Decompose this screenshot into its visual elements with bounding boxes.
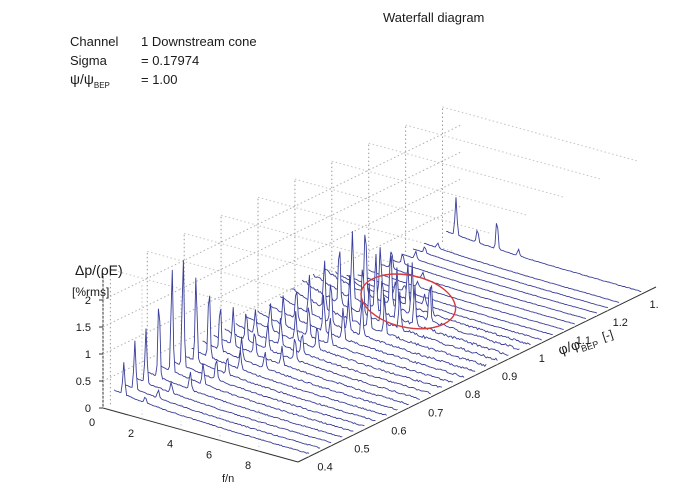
spectrum-line-15: [268, 291, 465, 378]
spectrum-line-23: [180, 277, 376, 422]
chart-title: Waterfall diagram: [383, 10, 485, 25]
spectrum-fill-5: [379, 251, 575, 327]
grid-top-4: [257, 196, 454, 252]
y-tick-label-0: 0.4: [317, 461, 332, 473]
axis-labels: Δp/(ρE) [%rms] f/n φ/φBEP[-]: [72, 262, 616, 485]
grid-z-back-4: [102, 124, 462, 301]
highlight-ellipse: [360, 273, 457, 330]
grid-top-6: [331, 160, 527, 216]
y-tick-label-9: 1.: [650, 299, 659, 311]
spectrum-line-6: [368, 269, 564, 330]
highlight-ellipse-shape: [360, 273, 457, 330]
z-axis-unit: [%rms]: [72, 285, 109, 299]
y-tick-label-3: 0.7: [428, 407, 443, 419]
spectrum-line-27: [135, 328, 332, 444]
spectrum-line-20: [213, 307, 409, 406]
info-label-psi-sub: BEP: [93, 80, 110, 90]
spectrum-line-28: [124, 340, 321, 449]
tick-labels: 0 2 4 6 8 0.4 0.5 0.6 0.7 0.8 0.9 1 1.1 1.2 1. 0 0.5 1 1.5…: [76, 295, 659, 473]
grid-top-9: [442, 106, 638, 162]
y-tick-label-8: 1.2: [613, 317, 628, 329]
z-tick-label-3: 1.5: [76, 322, 91, 334]
x-axis-label: f/n: [222, 473, 234, 485]
info-row-channel: Channel 1 Downstream cone: [0, 32, 673, 51]
spectrum-line-16: [257, 295, 453, 383]
info-label-sigma: Sigma: [70, 53, 107, 68]
y-tick-label-1: 0.5: [354, 443, 369, 455]
spectrum-fill-17: [246, 303, 442, 392]
spectrum-line-3: [401, 249, 598, 314]
spectrum-fill-29: [114, 362, 310, 457]
spectrum-line-12: [301, 251, 498, 361]
grid-top-5: [294, 178, 491, 234]
grid-lines: [102, 106, 638, 452]
y-axis-label: φ/φBEP[-]: [556, 325, 616, 361]
grid-top-7: [368, 142, 564, 198]
spectrum-fill-12: [302, 251, 498, 365]
x-tick-label-0: 0: [89, 417, 95, 429]
spectra-series: [113, 197, 642, 457]
y-tick-label-4: 0.8: [465, 389, 480, 401]
info-label-psi: ψ/ψBEP: [70, 70, 110, 95]
spectrum-line-19: [224, 313, 420, 400]
spectrum-fill-11: [313, 231, 509, 360]
spectrum-line-10: [324, 234, 520, 351]
grid-z-back-1: [102, 205, 462, 382]
spectrum-fill-7: [357, 274, 553, 338]
z-axis-label: Δp/(ρE): [75, 262, 123, 278]
spectrum-line-26: [147, 308, 343, 438]
spectrum-line-14: [279, 274, 476, 372]
info-row-sigma: Sigma = 0.17974: [0, 51, 673, 70]
z-tick-label-0: 0: [85, 403, 91, 415]
spectrum-line-4: [390, 253, 587, 320]
spectrum-fill-25: [158, 269, 354, 435]
spectrum-line-22: [191, 295, 387, 416]
spectrum-fill-23: [180, 277, 376, 425]
y-tick-label-7: 1.1: [576, 335, 591, 347]
grid-z-back-2: [102, 178, 462, 355]
info-block: Channel 1 Downstream cone Sigma = 0.1797…: [0, 32, 673, 90]
spectrum-line-21: [202, 309, 398, 411]
spectrum-fill-6: [368, 270, 564, 333]
z-tick-label-1: 0.5: [76, 376, 91, 388]
x-tick-label-3: 6: [206, 449, 212, 461]
spectrum-line-29: [113, 362, 310, 454]
grid-top-3: [220, 214, 417, 270]
x-tick-label-2: 4: [167, 439, 173, 451]
y-tick-label-2: 0.6: [391, 425, 406, 437]
y-axis-label-main: φ/φ: [556, 336, 582, 358]
spectrum-line-1: [424, 242, 620, 303]
spectrum-fill-20: [213, 307, 409, 408]
y-axis-label-unit: [-]: [600, 327, 614, 344]
z-tick-label-4: 2: [85, 295, 91, 307]
spectrum-fill-24: [169, 260, 365, 430]
spectrum-fill-1: [424, 243, 620, 305]
grid-top-8: [405, 124, 601, 180]
info-row-psi: ψ/ψBEP = 1.00: [0, 70, 673, 90]
spectrum-line-0: [446, 197, 642, 292]
spectrum-fill-14: [280, 274, 476, 376]
spectrum-fill-2: [413, 247, 608, 311]
info-value-psi: = 1.00: [141, 72, 178, 87]
y-tick-label-5: 0.9: [502, 371, 517, 383]
info-value-sigma: = 0.17974: [141, 53, 200, 68]
spectrum-fill-4: [390, 254, 586, 322]
x-tick-label-1: 2: [128, 428, 134, 440]
x-tick-label-4: 8: [245, 460, 251, 472]
info-label-psi-main: ψ/ψ: [70, 71, 94, 87]
x-axis-line: [102, 407, 299, 463]
z-tick-label-2: 1: [85, 349, 91, 361]
spectrum-line-2: [412, 246, 609, 309]
grid-z-back-3: [102, 151, 462, 328]
spectrum-line-13: [291, 260, 487, 368]
spectrum-line-11: [312, 231, 509, 356]
info-value-channel: 1 Downstream cone: [141, 34, 257, 49]
spectrum-fill-8: [346, 275, 542, 343]
y-tick-label-6: 1: [539, 353, 545, 365]
y-axis-line: [297, 286, 657, 463]
info-label-channel: Channel: [70, 34, 119, 49]
